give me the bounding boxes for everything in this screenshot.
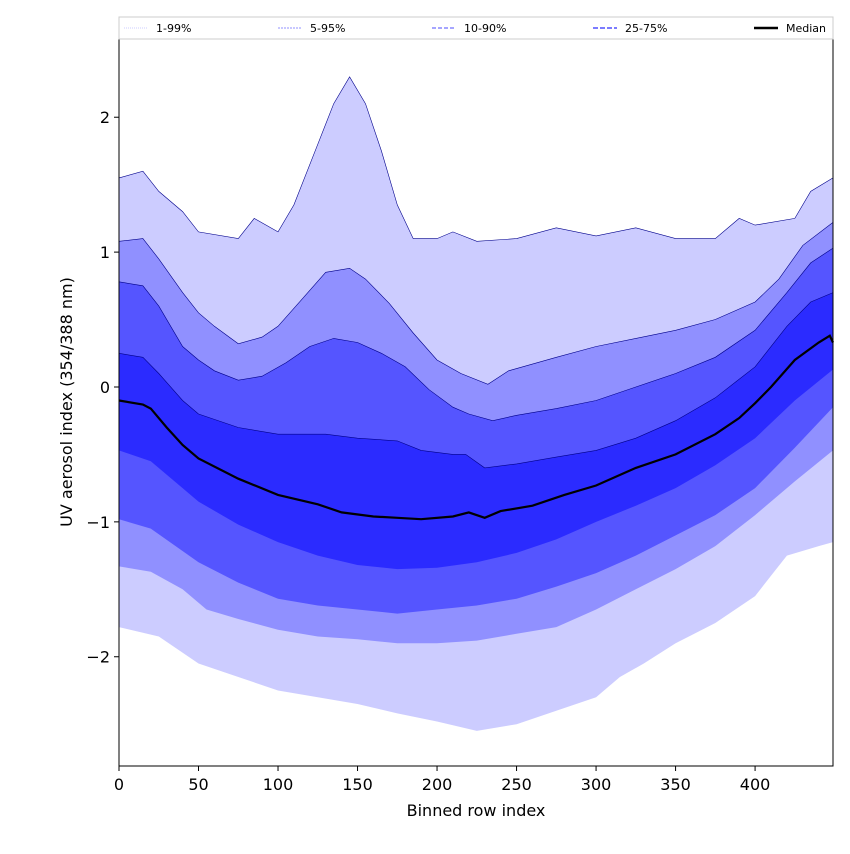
legend-label: 1-99% (156, 22, 191, 35)
y-tick-label: 0 (100, 378, 110, 397)
x-tick-label: 350 (660, 775, 691, 794)
legend-label: 25-75% (625, 22, 667, 35)
y-tick-label: 1 (100, 243, 110, 262)
y-tick-label: −1 (86, 513, 110, 532)
x-tick-label: 400 (740, 775, 771, 794)
legend-box (118, 16, 834, 40)
band-upper-edge (118, 76, 834, 242)
x-tick-label: 0 (114, 775, 124, 794)
legend-label: 10-90% (464, 22, 506, 35)
x-tick-label: 300 (581, 775, 612, 794)
legend-label: 5-95% (310, 22, 345, 35)
x-tick-label: 100 (263, 775, 294, 794)
y-tick-label: 2 (100, 108, 110, 127)
x-axis-label: Binned row index (407, 801, 546, 820)
band-upper-edge (118, 247, 834, 422)
median-layer (118, 334, 834, 521)
y-tick-label: −2 (86, 648, 110, 667)
x-tick-label: 250 (501, 775, 532, 794)
x-tick-label: 200 (422, 775, 453, 794)
y-axis-label: UV aerosol index (354/388 nm) (57, 277, 76, 527)
x-tick-label: 150 (342, 775, 373, 794)
y-axis: −2 −1 0 1 2 (86, 108, 119, 667)
legend-label: Median (786, 22, 826, 35)
band-upper-edge (118, 292, 834, 469)
x-tick-label: 50 (188, 775, 208, 794)
median-line (118, 334, 834, 521)
x-axis: 0 50 100 150 200 250 300 350 400 (114, 766, 770, 794)
bands-layer (118, 76, 834, 731)
band-upper-edge (118, 222, 834, 385)
legend: 1-99% 5-95% 10-90% 25-75% Median (118, 16, 834, 40)
